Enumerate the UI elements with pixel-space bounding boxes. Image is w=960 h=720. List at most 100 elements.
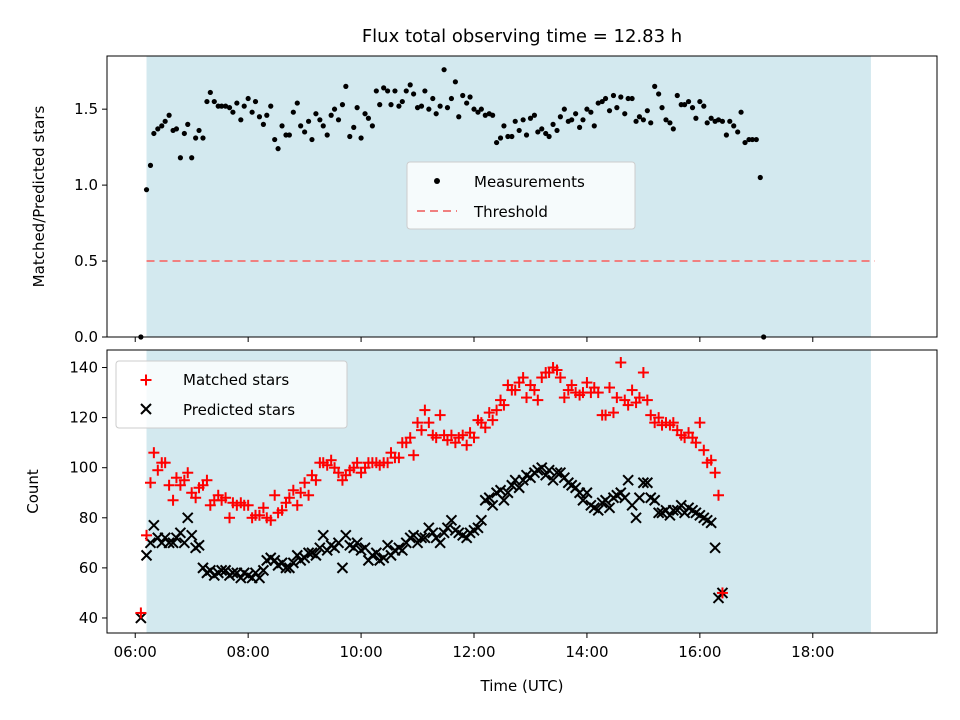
predicted-star-point <box>577 494 589 506</box>
measurement-point <box>757 174 763 181</box>
measurement-point <box>365 115 372 121</box>
measurement-point <box>640 117 646 123</box>
measurement-point <box>561 106 567 112</box>
measurement-point <box>410 91 417 97</box>
measurement-point <box>573 111 579 117</box>
legend-plus-glyph <box>140 374 152 386</box>
matched-star-point <box>135 607 147 619</box>
matched-star-point <box>705 454 717 466</box>
matched-star-point <box>303 489 315 501</box>
predicted-star-point <box>427 527 439 539</box>
measurement-point <box>373 88 379 94</box>
predicted-star-point <box>185 529 198 542</box>
matched-star-point <box>521 392 533 404</box>
measurement-point <box>181 130 187 137</box>
matched-star-point <box>152 464 164 476</box>
bottom-y-tick-label: 100 <box>69 459 98 477</box>
predicted-star-point <box>310 549 322 562</box>
predicted-star-point <box>351 537 363 549</box>
matched-star-point <box>201 474 213 486</box>
measurement-point <box>656 91 662 97</box>
predicted-star-point <box>419 532 431 544</box>
matched-star-point <box>698 444 710 456</box>
matched-star-point <box>716 587 728 599</box>
legend-x-glyph <box>140 403 152 415</box>
matched-star-point <box>600 409 612 421</box>
matched-star-point <box>694 417 706 429</box>
matched-star-point <box>434 409 446 421</box>
matched-star-point <box>479 422 491 434</box>
matched-star-point <box>325 454 337 466</box>
predicted-star-point <box>235 572 247 584</box>
predicted-star-point <box>340 529 352 542</box>
measurement-point <box>554 127 560 134</box>
legend-label-predicted: Predicted stars <box>183 401 295 419</box>
measurement-point <box>193 135 199 141</box>
legend-label-threshold: Threshold <box>473 203 548 221</box>
predicted-star-point <box>336 562 349 574</box>
predicted-star-point <box>314 542 326 554</box>
predicted-star-point <box>257 564 270 577</box>
measurement-point <box>501 123 507 129</box>
measurement-point <box>723 132 729 138</box>
matched-star-point <box>498 399 510 411</box>
matched-star-point <box>653 412 665 424</box>
bottom-y-tick-label: 120 <box>69 409 98 427</box>
matched-star-point <box>566 379 578 391</box>
measurement-point <box>241 103 247 109</box>
predicted-star-point <box>633 492 646 504</box>
predicted-star-point <box>174 527 187 539</box>
matched-star-point <box>283 492 295 504</box>
measurement-point <box>343 83 349 89</box>
predicted-star-point <box>438 527 450 539</box>
matched-star-point <box>242 499 254 511</box>
matched-star-point <box>393 452 405 464</box>
top-legend-box <box>406 161 636 230</box>
legend-marker-matched <box>140 374 152 386</box>
predicted-star-point <box>302 547 315 559</box>
measurement-point <box>557 114 563 120</box>
predicted-star-point <box>705 517 717 529</box>
measurement-point <box>418 103 425 109</box>
measurement-point <box>444 105 451 111</box>
measurement-point <box>196 127 202 134</box>
x-tick-label: 16:00 <box>678 643 721 661</box>
matched-star-point <box>622 399 634 411</box>
measurement-point <box>693 115 699 121</box>
x-tick-label: 10:00 <box>339 643 382 661</box>
x-tick-label: 18:00 <box>791 643 834 661</box>
matched-star-point <box>637 367 649 379</box>
measurement-point <box>535 129 541 135</box>
x-tick-label: 12:00 <box>452 643 495 661</box>
predicted-star-point <box>652 507 665 519</box>
measurement-point <box>606 108 613 114</box>
measurement-point <box>392 88 398 94</box>
chart-title: Flux total observing time = 12.83 h <box>362 26 682 47</box>
matched-star-point <box>611 392 623 404</box>
measurement-point <box>543 130 549 137</box>
predicted-star-point <box>167 537 179 549</box>
measurement-point <box>685 98 692 105</box>
measurement-point <box>437 103 443 109</box>
measurement-point <box>471 106 477 112</box>
predicted-star-point <box>622 474 634 486</box>
measurement-point <box>625 95 631 102</box>
bottom-y-tick-label: 80 <box>79 509 98 527</box>
predicted-star-point <box>641 477 654 489</box>
predicted-star-point <box>415 532 428 544</box>
measurement-point <box>230 109 236 115</box>
measurement-point <box>539 126 545 132</box>
matched-star-point <box>551 364 563 376</box>
predicted-star-point <box>502 487 514 499</box>
matched-star-point <box>253 509 265 521</box>
measurement-point <box>648 120 654 126</box>
measurement-point <box>715 117 722 123</box>
measurements-series <box>138 67 767 340</box>
measurement-point <box>580 117 586 123</box>
matched-star-point <box>141 529 153 541</box>
predicted-star-point <box>709 542 721 554</box>
matched-star-point <box>170 472 182 484</box>
predicted-star-point <box>603 502 616 514</box>
measurement-point <box>584 106 590 112</box>
measurement-point <box>245 95 251 102</box>
